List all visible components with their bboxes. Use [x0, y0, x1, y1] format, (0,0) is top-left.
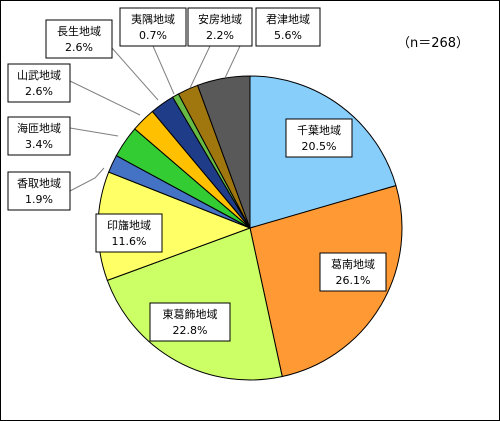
slice-label-6: 山武地域 2.6% — [7, 63, 71, 103]
slice-label-box — [95, 213, 163, 253]
slice-label-value: 5.6% — [274, 29, 302, 42]
slice-label-box — [319, 252, 387, 292]
slice-label-value: 2.2% — [206, 29, 234, 42]
leader-line-5 — [69, 127, 119, 137]
slice-label-value: 0.7% — [139, 29, 167, 42]
slice-label-value: 1.9% — [25, 193, 53, 206]
slice-label-box — [119, 7, 187, 47]
slice-label-box — [7, 116, 71, 156]
leader-line-4 — [69, 167, 105, 192]
slice-label-name: 香取地域 — [17, 177, 61, 190]
slice-label-4: 香取地域 1.9% — [7, 171, 71, 211]
slice-label-box — [285, 118, 353, 158]
slice-label-name: 安房地域 — [198, 12, 242, 26]
slice-label-name: 葛南地域 — [331, 258, 375, 271]
slice-label-value: 2.6% — [25, 85, 53, 98]
slice-label-value: 11.6% — [112, 235, 147, 248]
slice-label-box — [7, 63, 71, 103]
slice-label-2: 東葛飾地域 22.8% — [149, 302, 231, 342]
slice-label-0: 千葉地域 20.5% — [285, 118, 353, 158]
slice-label-name: 山武地域 — [17, 69, 61, 82]
slice-label-box — [255, 7, 321, 47]
leader-lines — [69, 45, 241, 192]
slice-label-name: 千葉地域 — [297, 123, 341, 137]
leader-line-6 — [69, 80, 141, 116]
slice-label-name: 海匝地域 — [17, 121, 61, 135]
slice-label-name: 夷隅地域 — [131, 13, 175, 26]
slice-label-name: 君津地域 — [266, 13, 310, 26]
slice-label-8: 夷隅地域 0.7% — [119, 7, 187, 47]
slice-label-value: 3.4% — [25, 138, 53, 151]
slice-label-5: 海匝地域 3.4% — [7, 116, 71, 156]
slice-label-value: 2.6% — [65, 41, 93, 54]
slice-label-value: 20.5% — [302, 140, 337, 153]
leader-line-10 — [224, 45, 241, 79]
slice-label-7: 長生地域 2.6% — [45, 19, 113, 59]
slice-label-box — [149, 302, 231, 342]
slice-label-name: 印旛地域 — [107, 218, 151, 232]
slice-label-1: 葛南地域 26.1% — [319, 252, 387, 292]
slice-labels: 千葉地域 20.5% 葛南地域 26.1% 東葛飾地域 22.8% 印旛地域 11.6% 香取地… — [7, 7, 387, 342]
slice-label-box — [45, 19, 113, 59]
slice-label-9: 安房地域 2.2% — [187, 7, 253, 47]
slice-label-value: 26.1% — [336, 274, 371, 287]
slice-label-name: 長生地域 — [57, 24, 101, 38]
leader-line-7 — [111, 47, 159, 101]
slice-label-10: 君津地域 5.6% — [255, 7, 321, 47]
pie-slice-10 — [196, 75, 251, 229]
slice-label-name: 東葛飾地域 — [163, 308, 218, 321]
leader-line-9 — [189, 45, 211, 89]
leader-line-8 — [152, 45, 175, 95]
slice-label-box — [187, 7, 253, 47]
slice-label-box — [7, 171, 71, 211]
slice-label-value: 22.8% — [173, 324, 208, 337]
slice-label-3: 印旛地域 11.6% — [95, 213, 163, 253]
sample-size-note: （n＝268） — [397, 36, 469, 51]
